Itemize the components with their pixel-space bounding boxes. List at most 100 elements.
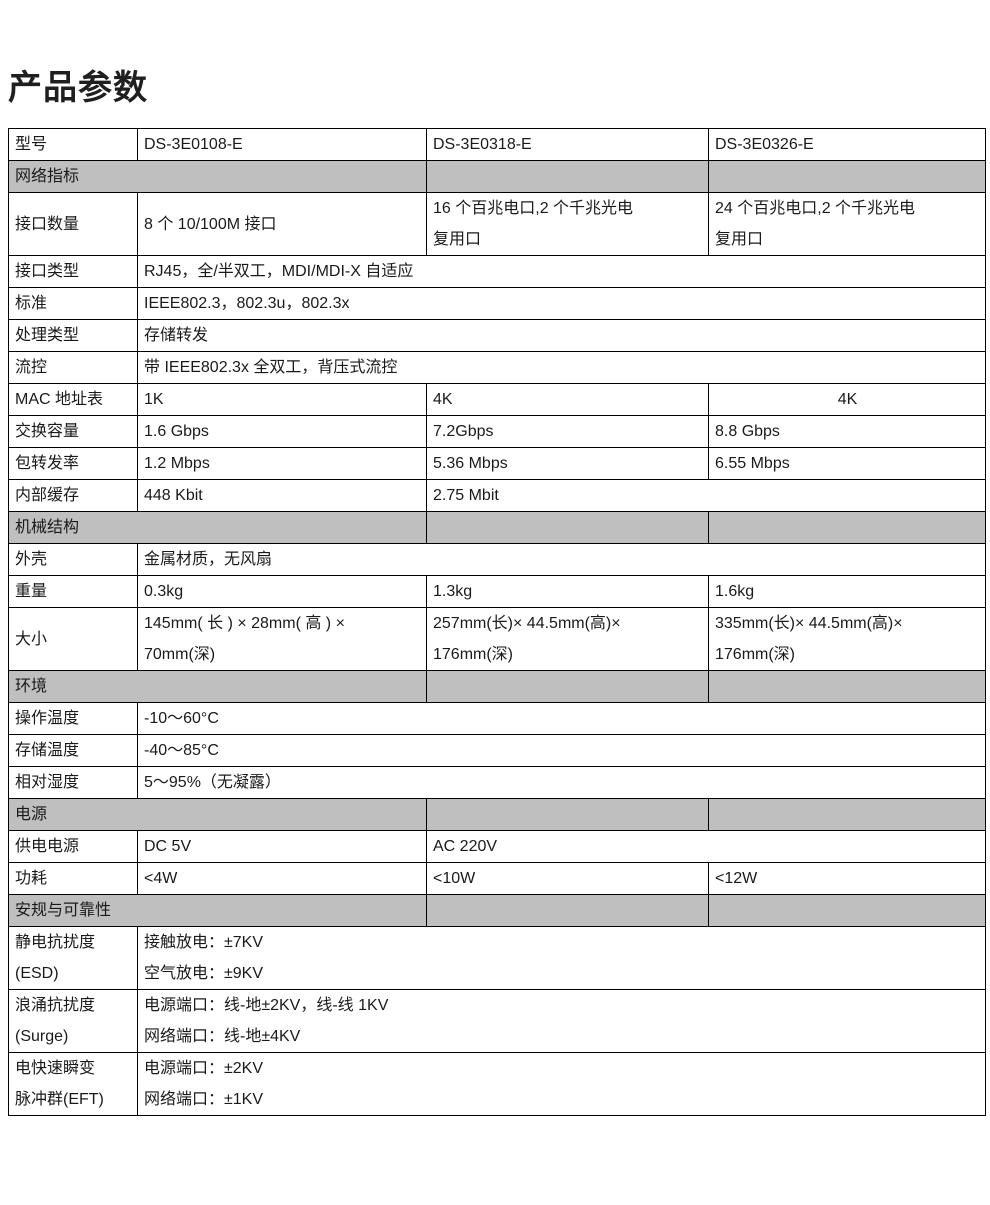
spec-label-cell: 存储温度	[8, 734, 138, 767]
spec-label-cell: 内部缓存	[8, 479, 138, 512]
section-title-cell	[708, 894, 986, 927]
spec-value-cell: 2.75 Mbit	[426, 479, 986, 512]
section-row: 环境	[8, 670, 986, 703]
spec-value-cell: 带 IEEE802.3x 全双工，背压式流控	[137, 351, 986, 384]
spec-value-cell: 1K	[137, 383, 427, 416]
section-title-cell: 安规与可靠性	[8, 894, 427, 927]
spec-value-cell: 145mm( 长 ) × 28mm( 高 ) × 70mm(深)	[137, 607, 427, 671]
spec-label-cell: 操作温度	[8, 702, 138, 735]
table-row: 大小 145mm( 长 ) × 28mm( 高 ) × 70mm(深) 257mm(…	[8, 607, 986, 671]
spec-value-cell: 0.3kg	[137, 575, 427, 608]
spec-value-cell: <12W	[708, 862, 986, 895]
spec-value-cell: 电源端口：±2KV 网络端口：±1KV	[137, 1052, 986, 1116]
spec-value-cell: 接触放电：±7KV 空气放电：±9KV	[137, 926, 986, 990]
spec-value-cell: 257mm(长)× 44.5mm(高)× 176mm(深)	[426, 607, 709, 671]
page-title: 产品参数	[8, 69, 148, 107]
section-title-cell	[426, 160, 709, 193]
spec-value-cell: DS-3E0318-E	[426, 128, 709, 161]
section-row: 网络指标	[8, 160, 986, 193]
spec-label-cell: 型号	[8, 128, 138, 161]
table-row: 接口类型 RJ45，全/半双工，MDI/MDI-X 自适应	[8, 255, 986, 288]
spec-label-cell: 重量	[8, 575, 138, 608]
spec-value-cell: RJ45，全/半双工，MDI/MDI-X 自适应	[137, 255, 986, 288]
document-page: 产品参数 型号 DS-3E0108-E DS-3E0318-E DS-3E0326-E…	[0, 68, 990, 1116]
table-row: 存储温度 -40～85°C	[8, 734, 986, 767]
section-title-cell	[426, 670, 709, 703]
spec-label-cell: 流控	[8, 351, 138, 384]
spec-label-cell: 处理类型	[8, 319, 138, 352]
spec-value-cell: 24 个百兆电口,2 个千兆光电 复用口	[708, 192, 986, 256]
spec-value-cell: <10W	[426, 862, 709, 895]
table-row: 相对湿度 5～95%（无凝露）	[8, 766, 986, 799]
spec-value-cell: 电源端口：线-地±2KV，线-线 1KV 网络端口：线-地±4KV	[137, 989, 986, 1053]
section-title-cell	[708, 160, 986, 193]
spec-value-cell: 4K	[426, 383, 709, 416]
spec-value-cell: 1.6kg	[708, 575, 986, 608]
table-row: 处理类型 存储转发	[8, 319, 986, 352]
table-row: MAC 地址表 1K 4K 4K	[8, 383, 986, 416]
spec-label-cell: 相对湿度	[8, 766, 138, 799]
spec-value-cell: 7.2Gbps	[426, 415, 709, 448]
spec-value-cell: <4W	[137, 862, 427, 895]
spec-value-cell: 8.8 Gbps	[708, 415, 986, 448]
table-row: 标准 IEEE802.3，802.3u，802.3x	[8, 287, 986, 320]
spec-value-cell: 5.36 Mbps	[426, 447, 709, 480]
section-title-cell	[708, 511, 986, 544]
section-title-cell: 网络指标	[8, 160, 427, 193]
table-row: 电快速瞬变 脉冲群(EFT) 电源端口：±2KV 网络端口：±1KV	[8, 1052, 986, 1116]
section-title-cell: 机械结构	[8, 511, 427, 544]
spec-label-cell: 交换容量	[8, 415, 138, 448]
spec-value-cell: 448 Kbit	[137, 479, 427, 512]
section-title-cell	[708, 798, 986, 831]
spec-value-cell: 4K	[708, 383, 986, 416]
section-row: 机械结构	[8, 511, 986, 544]
spec-value-cell: 1.6 Gbps	[137, 415, 427, 448]
spec-value-cell: 存储转发	[137, 319, 986, 352]
spec-label-cell: 浪涌抗扰度 (Surge)	[8, 989, 138, 1053]
spec-value-cell: 1.2 Mbps	[137, 447, 427, 480]
table-row: 操作温度 -10～60°C	[8, 702, 986, 735]
table-row: 重量 0.3kg 1.3kg 1.6kg	[8, 575, 986, 608]
spec-label-cell: 功耗	[8, 862, 138, 895]
table-row: 静电抗扰度 (ESD) 接触放电：±7KV 空气放电：±9KV	[8, 926, 986, 990]
section-title-cell: 环境	[8, 670, 427, 703]
spec-label-cell: 接口数量	[8, 192, 138, 256]
table-row: 外壳 金属材质，无风扇	[8, 543, 986, 576]
spec-value-cell: -40～85°C	[137, 734, 986, 767]
spec-label-cell: 静电抗扰度 (ESD)	[8, 926, 138, 990]
section-title-cell	[426, 798, 709, 831]
spec-label-cell: 大小	[8, 607, 138, 671]
table-row: 功耗 <4W <10W <12W	[8, 862, 986, 895]
spec-value-cell: DC 5V	[137, 830, 427, 863]
spec-label-cell: MAC 地址表	[8, 383, 138, 416]
table-row: 供电电源 DC 5V AC 220V	[8, 830, 986, 863]
spec-value-cell: AC 220V	[426, 830, 986, 863]
spec-label-cell: 包转发率	[8, 447, 138, 480]
product-spec-table: 型号 DS-3E0108-E DS-3E0318-E DS-3E0326-E 网络指标接…	[8, 128, 986, 1116]
section-row: 安规与可靠性	[8, 894, 986, 927]
spec-value-cell: DS-3E0108-E	[137, 128, 427, 161]
table-row: 浪涌抗扰度 (Surge) 电源端口：线-地±2KV，线-线 1KV 网络端口：线…	[8, 989, 986, 1053]
spec-value-cell: -10～60°C	[137, 702, 986, 735]
table-row: 接口数量 8 个 10/100M 接口 16 个百兆电口,2 个千兆光电 复用口 24…	[8, 192, 986, 256]
table-row: 交换容量 1.6 Gbps 7.2Gbps 8.8 Gbps	[8, 415, 986, 448]
spec-value-cell: 1.3kg	[426, 575, 709, 608]
spec-value-cell: DS-3E0326-E	[708, 128, 986, 161]
spec-label-cell: 标准	[8, 287, 138, 320]
spec-value-cell: 16 个百兆电口,2 个千兆光电 复用口	[426, 192, 709, 256]
spec-value-cell: 8 个 10/100M 接口	[137, 192, 427, 256]
section-row: 电源	[8, 798, 986, 831]
spec-label-cell: 接口类型	[8, 255, 138, 288]
section-title-cell	[426, 511, 709, 544]
spec-value-cell: 5～95%（无凝露）	[137, 766, 986, 799]
spec-value-cell: 金属材质，无风扇	[137, 543, 986, 576]
table-row: 包转发率 1.2 Mbps 5.36 Mbps 6.55 Mbps	[8, 447, 986, 480]
spec-label-cell: 电快速瞬变 脉冲群(EFT)	[8, 1052, 138, 1116]
table-row: 流控带 IEEE802.3x 全双工，背压式流控	[8, 351, 986, 384]
section-title-cell: 电源	[8, 798, 427, 831]
spec-value-cell: 6.55 Mbps	[708, 447, 986, 480]
table-row: 型号 DS-3E0108-E DS-3E0318-E DS-3E0326-E	[8, 128, 986, 161]
spec-label-cell: 外壳	[8, 543, 138, 576]
section-title-cell	[426, 894, 709, 927]
spec-label-cell: 供电电源	[8, 830, 138, 863]
